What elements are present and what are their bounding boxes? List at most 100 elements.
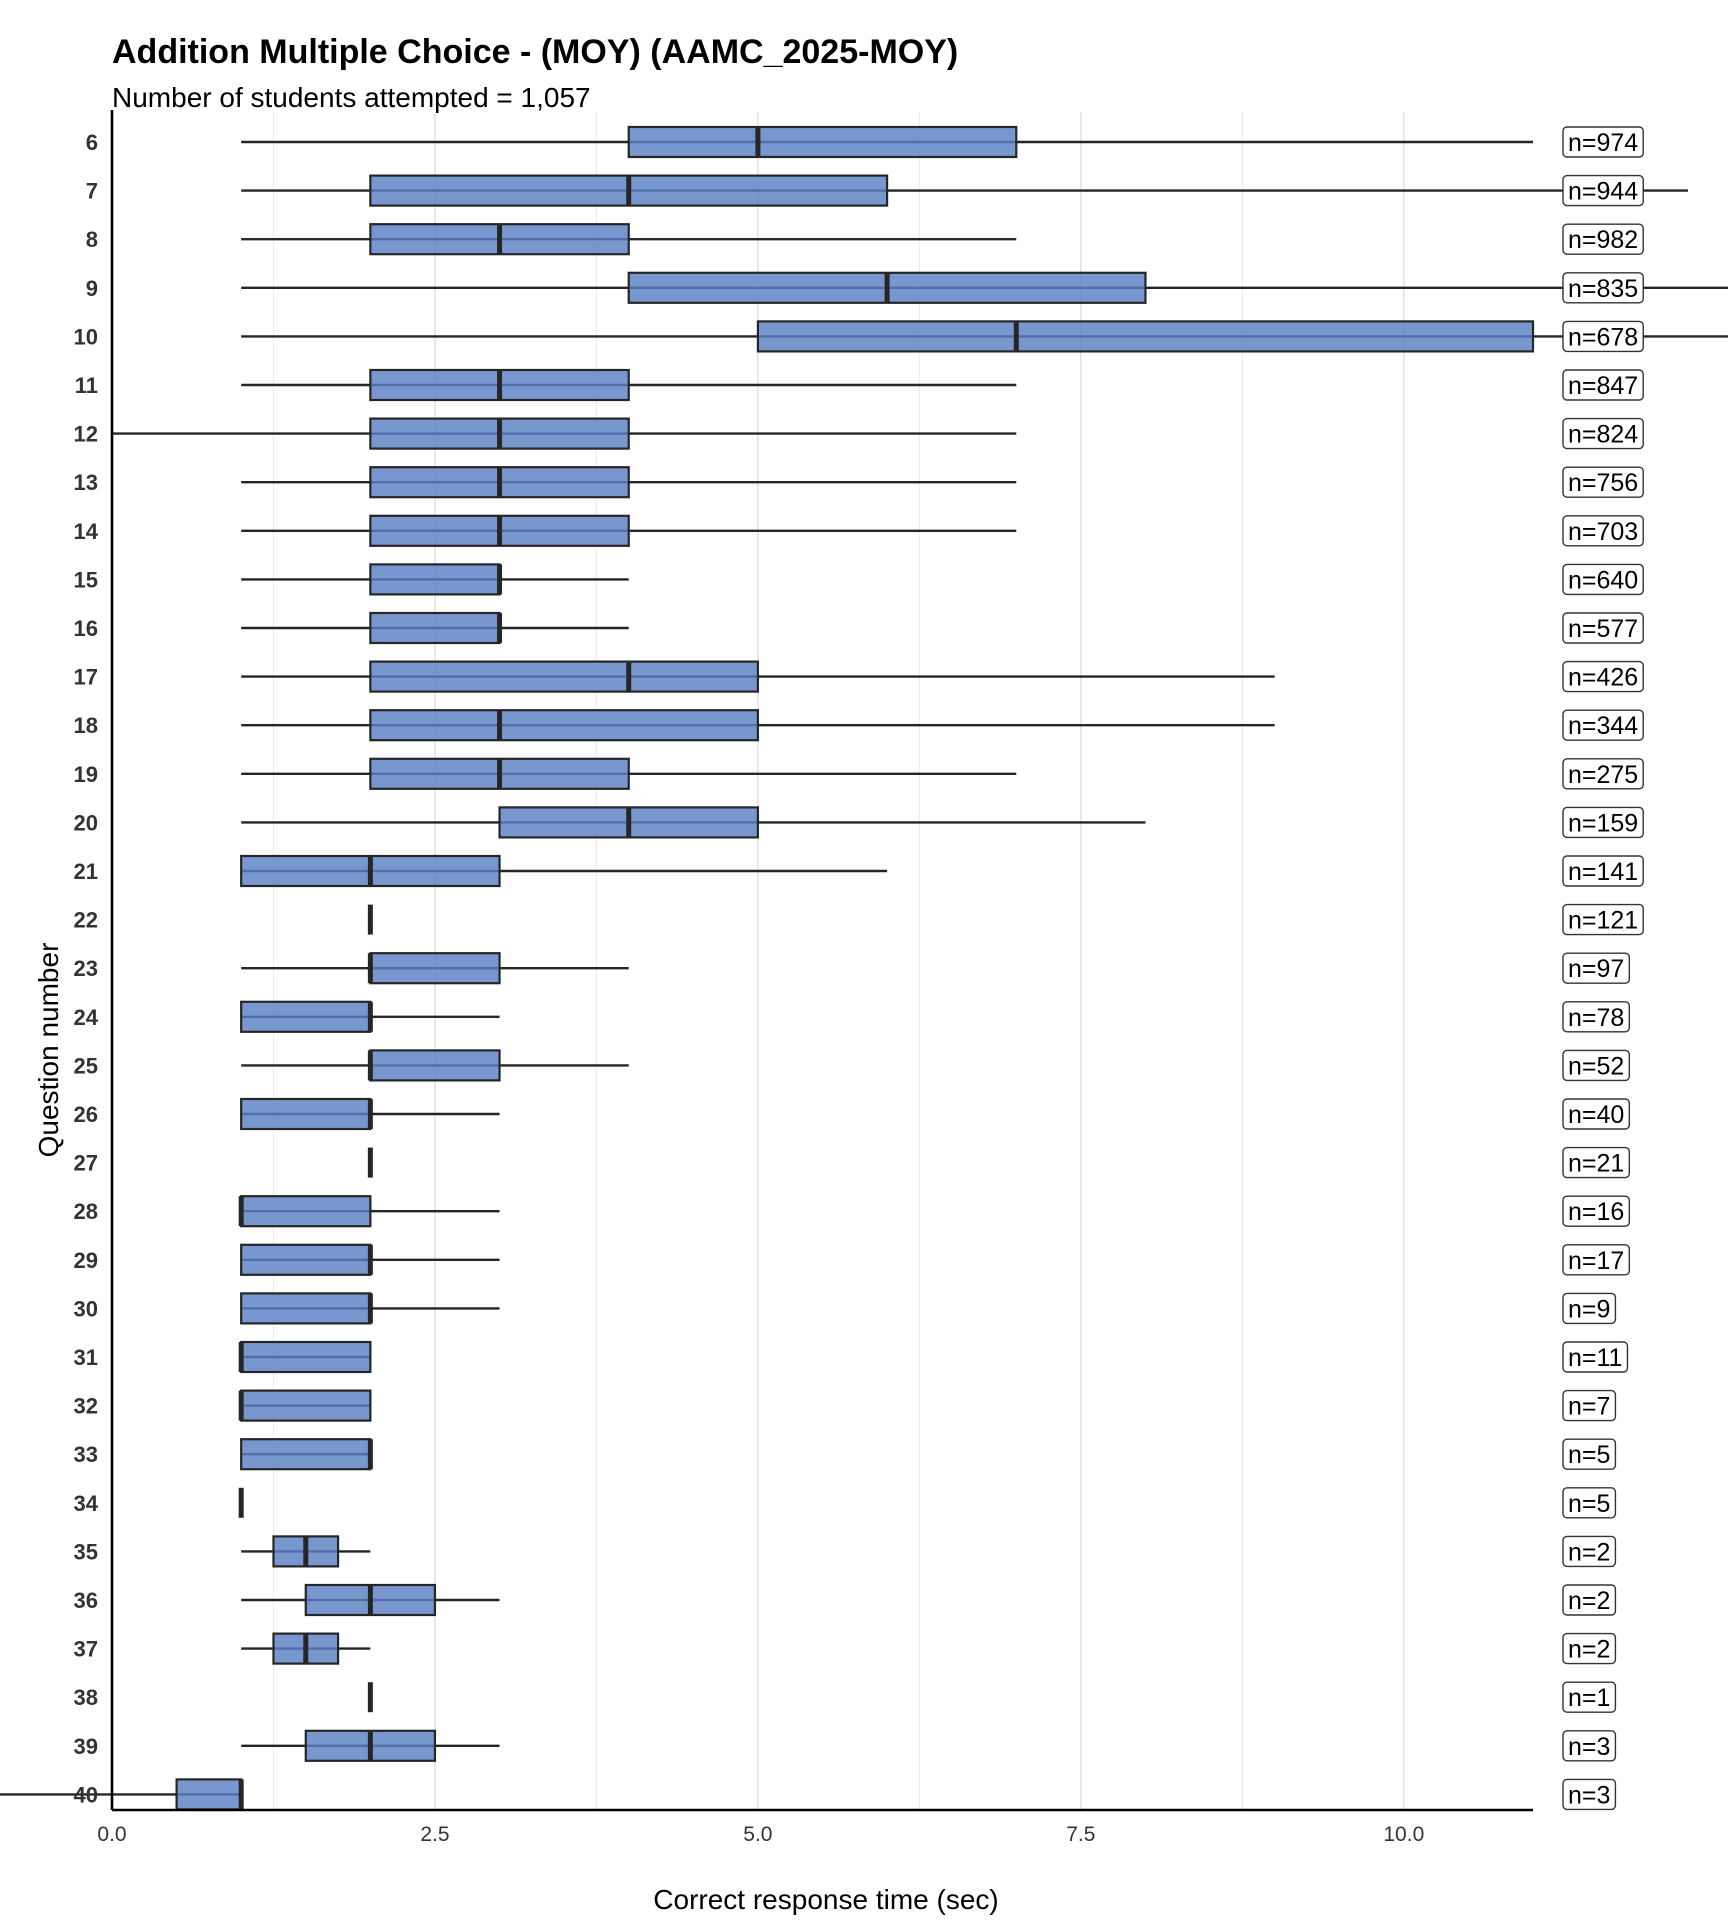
box (240, 1195, 372, 1228)
n-label: n=678 (1568, 323, 1638, 351)
y-tick-label: 22 (74, 908, 98, 933)
n-label-box (1562, 1195, 1631, 1227)
box (175, 1778, 243, 1811)
n-label-box (1562, 1438, 1617, 1470)
n-label: n=426 (1568, 664, 1638, 692)
n-label-box (1562, 1681, 1617, 1713)
n-label: n=21 (1568, 1150, 1624, 1178)
n-label: n=982 (1568, 226, 1638, 254)
n-label: n=2 (1568, 1538, 1610, 1566)
n-label-box (1562, 1584, 1617, 1616)
n-label-box (1562, 709, 1644, 741)
box (369, 709, 760, 742)
n-label-box (1562, 1730, 1617, 1762)
x-tick-label: 2.5 (420, 1823, 449, 1846)
box (240, 1243, 372, 1276)
y-tick-label: 7 (86, 179, 98, 204)
chart-title: Addition Multiple Choice - (MOY) (AAMC_2… (112, 33, 958, 71)
chart-subtitle: Number of students attempted = 1,057 (112, 82, 591, 113)
n-label: n=5 (1568, 1490, 1610, 1518)
n-label-box (1562, 758, 1644, 790)
x-tick-label: 10.0 (1383, 1823, 1424, 1846)
box (369, 611, 501, 645)
y-tick-label: 39 (74, 1734, 98, 1759)
n-label-box (1562, 1389, 1617, 1422)
n-label: n=97 (1568, 955, 1624, 983)
y-tick-label: 27 (74, 1151, 98, 1176)
y-tick-label: 26 (74, 1102, 98, 1127)
y-tick-label: 25 (74, 1053, 98, 1078)
y-tick-label: 15 (74, 567, 98, 592)
y-tick-label: 10 (74, 324, 98, 349)
n-label: n=9 (1568, 1295, 1610, 1323)
x-tick-label: 5.0 (743, 1823, 772, 1846)
n-label: n=847 (1568, 372, 1638, 400)
y-tick-label: 32 (74, 1394, 98, 1419)
n-label-box (1562, 855, 1644, 887)
y-tick-label: 17 (74, 665, 98, 690)
n-label-box (1562, 903, 1644, 936)
n-label-box (1562, 1487, 1617, 1519)
n-label: n=7 (1568, 1393, 1610, 1421)
n-label-box (1562, 515, 1644, 547)
n-label-box (1562, 1292, 1617, 1325)
y-axis-title: Question number (33, 943, 64, 1158)
n-label-box (1562, 612, 1644, 644)
y-tick-label: 14 (74, 519, 99, 544)
n-label: n=835 (1568, 275, 1638, 303)
y-tick-label: 13 (74, 470, 98, 495)
n-label: n=824 (1568, 421, 1638, 449)
n-label-box (1562, 563, 1644, 596)
n-label-box (1562, 1146, 1631, 1179)
n-label-box (1562, 1778, 1617, 1811)
n-label: n=1 (1568, 1684, 1610, 1712)
box (369, 660, 760, 693)
axes (110, 110, 1533, 1812)
y-tick-label: 36 (74, 1588, 98, 1613)
box (240, 1000, 372, 1033)
x-axis-title: Correct response time (sec) (653, 1884, 998, 1915)
n-label-box (1562, 223, 1644, 255)
n-label: n=974 (1568, 129, 1638, 157)
box (240, 1292, 372, 1325)
y-tick-label: 28 (74, 1199, 98, 1224)
n-label: n=78 (1568, 1004, 1624, 1032)
n-label-box (1562, 320, 1644, 353)
n-label: n=3 (1568, 1781, 1610, 1809)
n-label-box (1562, 1049, 1631, 1082)
n-label-box (1562, 466, 1644, 498)
n-label: n=640 (1568, 566, 1638, 594)
y-tick-label: 18 (74, 713, 98, 738)
y-tick-label: 11 (75, 373, 98, 398)
n-label: n=275 (1568, 761, 1638, 789)
box (369, 1049, 501, 1082)
n-label: n=703 (1568, 518, 1638, 546)
y-tick-label: 33 (74, 1442, 98, 1467)
n-label: n=121 (1568, 907, 1638, 935)
n-label: n=159 (1568, 809, 1638, 837)
n-label-box (1562, 1244, 1631, 1276)
n-label-box (1562, 272, 1644, 304)
n-label: n=756 (1568, 469, 1638, 497)
y-tick-label: 34 (74, 1491, 99, 1516)
y-tick-label: 12 (74, 422, 98, 447)
y-tick-label: 20 (74, 810, 98, 835)
y-tick-label: 30 (74, 1296, 98, 1321)
n-label-box (1562, 417, 1644, 450)
n-label: n=944 (1568, 178, 1638, 206)
n-label: n=2 (1568, 1587, 1610, 1615)
y-tick-label: 31 (74, 1345, 98, 1370)
n-label-box (1562, 126, 1644, 158)
n-label-box (1562, 1632, 1617, 1665)
n-label: n=141 (1568, 858, 1638, 886)
n-label-box (1562, 1098, 1631, 1130)
y-tick-label: 38 (74, 1685, 98, 1710)
y-tick-label: 29 (74, 1248, 98, 1273)
y-tick-label: 40 (74, 1782, 98, 1807)
n-label-box (1562, 174, 1644, 207)
n-label: n=5 (1568, 1441, 1610, 1469)
n-label: n=3 (1568, 1733, 1610, 1761)
y-tick-label: 35 (74, 1539, 98, 1564)
